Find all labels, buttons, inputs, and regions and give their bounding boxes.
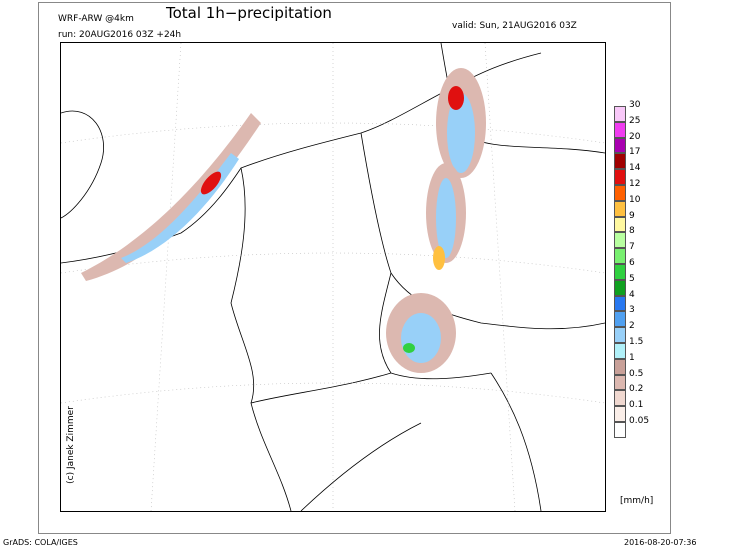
legend-label: 0.2: [629, 384, 644, 395]
legend-label: 4: [629, 289, 635, 300]
legend-label: 1: [629, 352, 635, 363]
legend-swatch: [614, 279, 626, 296]
legend-swatch: [614, 121, 626, 138]
legend-label: 17: [629, 147, 641, 158]
legend-swatch: [614, 106, 626, 122]
legend-label: 14: [629, 163, 641, 174]
legend-swatch: [614, 406, 626, 422]
precipitation-map: [60, 42, 606, 512]
legend-swatch: [614, 200, 626, 217]
legend-swatch: [614, 295, 626, 312]
legend-label: 0.5: [629, 368, 644, 379]
legend-swatch: [614, 232, 626, 249]
legend-label: 9: [629, 210, 635, 221]
legend-swatch: [614, 311, 626, 328]
legend-swatch: [614, 169, 626, 185]
legend-swatch: [614, 216, 626, 233]
legend-swatch: [614, 374, 626, 391]
unit-label: [mm/h]: [620, 496, 654, 506]
legend-label: 20: [629, 131, 641, 142]
color-legend: 30 25 20 17 14 12 10 9 8 7 6 5 4 3 2 1.5 1 0.5 0.2 0.1 0.05: [614, 96, 674, 446]
run-label: run: 20AUG2016 03Z +24h: [58, 30, 182, 40]
legend-swatch: [614, 153, 626, 170]
legend-label: 0.05: [629, 416, 650, 426]
precipitation-areas: [81, 68, 486, 373]
timestamp-label: 2016-08-20-07:36: [624, 538, 697, 547]
plot-frame: [38, 2, 671, 534]
legend-label: 6: [629, 258, 635, 268]
graticule: [60, 42, 606, 512]
legend-label: 8: [629, 226, 635, 237]
software-label: GrADS: COLA/IGES: [3, 538, 78, 547]
legend-swatch: [614, 264, 626, 280]
legend-label: 10: [629, 194, 641, 205]
model-label: WRF-ARW @4km: [58, 14, 134, 24]
legend-label: 12: [629, 179, 641, 189]
legend-label: 25: [629, 115, 641, 126]
legend-swatch: [614, 358, 626, 375]
valid-label: valid: Sun, 21AUG2016 03Z: [452, 21, 577, 31]
legend-swatch: [614, 327, 626, 343]
legend-swatch: [614, 248, 626, 264]
copyright-label: (c) Janek Zimmer: [65, 406, 76, 484]
legend-label: 0.1: [629, 400, 644, 411]
legend-label: 2: [629, 321, 635, 332]
map-title: Total 1h−precipitation: [166, 4, 332, 22]
legend-label: 1.5: [629, 337, 644, 347]
legend-swatch: [614, 137, 626, 154]
legend-swatch: [614, 390, 626, 407]
legend-swatch: [614, 343, 626, 359]
legend-label: 3: [629, 305, 635, 316]
coastlines-borders: [60, 42, 606, 512]
legend-label: 30: [629, 100, 641, 110]
legend-label: 5: [629, 273, 635, 284]
legend-swatch: [614, 422, 626, 438]
legend-swatch: [614, 185, 626, 201]
legend-label: 7: [629, 242, 635, 253]
